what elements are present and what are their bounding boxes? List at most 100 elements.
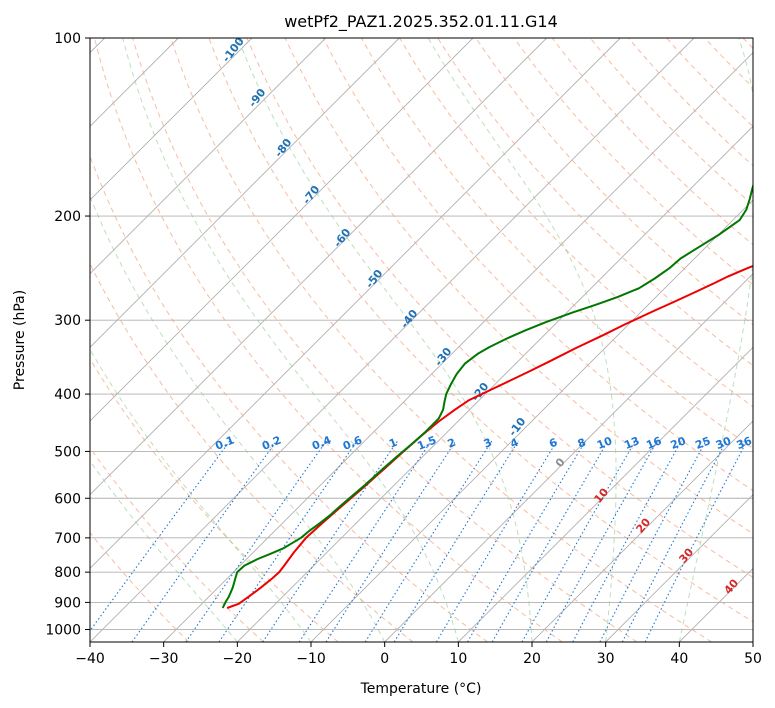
isotherm-line <box>90 38 400 348</box>
y-tick-label: 400 <box>54 387 81 403</box>
x-axis-label: Temperature (°C) <box>360 681 482 697</box>
dry-adiabat-line <box>704 38 753 89</box>
moist-adiabat-labels: 0 10 20 30 40 <box>553 455 742 596</box>
dry-adiabat-line <box>90 154 488 642</box>
mixing-ratio-line <box>644 440 748 642</box>
isotherm-line <box>90 38 253 201</box>
isotherm-line <box>458 346 753 642</box>
mixing-ratio-line <box>364 440 493 642</box>
dry-adiabat-label: -30 <box>432 345 455 369</box>
isotherm-line <box>90 38 695 642</box>
mixing-ratio-label: 1.5 <box>415 433 438 452</box>
moist-adiabat-line <box>427 38 617 642</box>
mixing-ratio-label: 20 <box>669 434 688 452</box>
x-tick-label: 10 <box>449 651 467 667</box>
dewpoint-profile-line <box>221 182 753 609</box>
mixing-ratio-line <box>298 440 432 642</box>
mixing-ratio-line <box>435 440 558 642</box>
moist-adiabat-label: 10 <box>591 485 611 505</box>
moist-adiabat-label: 40 <box>721 576 741 596</box>
mixing-ratio-label: 8 <box>576 436 588 451</box>
x-tick-label: −20 <box>223 651 253 667</box>
dry-adiabat-line <box>208 38 753 623</box>
y-tick-label: 800 <box>54 565 81 581</box>
y-tick-label: 700 <box>54 531 81 547</box>
dry-adiabat-line <box>90 446 264 642</box>
mixing-ratio-label: 30 <box>714 434 733 452</box>
dry-adiabat-label: -80 <box>272 136 295 160</box>
dry-adiabat-line <box>742 38 753 50</box>
dry-adiabat-line <box>132 38 638 642</box>
plot-area: 0.1 0.2 0.4 0.6 1 1.5 2 3 4 6 8 10 13 16 20 25 30 36-100-… <box>90 38 753 642</box>
moist-adiabat-label: 20 <box>633 515 653 535</box>
x-tick-label: 20 <box>523 651 541 667</box>
moist-adiabat-line <box>122 38 459 642</box>
x-tick-label: 0 <box>380 651 389 667</box>
y-tick-label: 1000 <box>45 622 81 638</box>
x-tick-label: −10 <box>296 651 326 667</box>
mixing-ratio-label: 1 <box>387 436 399 451</box>
isotherm-line <box>679 567 753 642</box>
mixing-ratio-lines: 0.1 0.2 0.4 0.6 1 1.5 2 3 4 6 8 10 13 16 20 25 30 36 <box>90 433 753 642</box>
isotherm-line <box>752 641 753 642</box>
dry-adiabat-line <box>90 357 339 642</box>
moist-adiabats <box>90 38 753 642</box>
mixing-ratio-line <box>491 440 609 642</box>
dry-adiabat-line <box>513 38 753 286</box>
mixing-ratio-line <box>185 440 327 642</box>
mixing-ratio-label: 0.2 <box>260 433 283 452</box>
y-tick-label: 200 <box>54 209 81 225</box>
dry-adiabat-label: -10 <box>506 415 529 439</box>
mixing-ratio-line <box>621 440 727 642</box>
isotherm-line <box>384 273 753 642</box>
x-tick-label: 30 <box>597 651 615 667</box>
y-tick-label: 300 <box>54 313 81 329</box>
y-tick-label: 500 <box>54 444 81 460</box>
moist-adiabat-label: 30 <box>676 545 696 565</box>
dry-adiabat-line <box>94 38 563 642</box>
mixing-ratio-label: 13 <box>622 434 641 452</box>
mixing-ratio-line <box>90 440 231 632</box>
mixing-ratio-line <box>545 440 658 642</box>
mixing-ratio-line <box>262 440 399 642</box>
isotherm-line <box>605 494 753 642</box>
isobars <box>90 38 753 630</box>
y-tick-label: 600 <box>54 491 81 507</box>
isotherm-line <box>90 38 474 422</box>
mixing-ratio-line <box>218 440 358 642</box>
chart-title: wetPf2_PAZ1.2025.352.01.11.G14 <box>284 12 558 32</box>
mixing-ratio-label: 2 <box>446 436 458 451</box>
mixing-ratio-label: 10 <box>595 434 614 452</box>
dry-adiabat-label: -60 <box>331 226 354 250</box>
dry-adiabat-line <box>90 531 190 642</box>
plot-frame <box>89 37 754 643</box>
dry-adiabat-label: -70 <box>300 183 323 207</box>
x-tick-label: 40 <box>670 651 688 667</box>
dry-adiabats <box>90 38 753 642</box>
moist-adiabat-line <box>90 348 312 642</box>
mixing-ratio-label: 16 <box>644 434 663 452</box>
dry-adiabat-line <box>170 38 712 642</box>
mixing-ratio-label: 0.6 <box>341 433 364 452</box>
moist-adiabat-line <box>90 459 238 642</box>
x-tick-label: 50 <box>744 651 762 667</box>
dry-adiabat-line <box>399 38 753 408</box>
isotherm-line <box>237 125 753 642</box>
mixing-ratio-label: 25 <box>693 434 712 452</box>
mixing-ratio-label: 0.4 <box>310 433 333 452</box>
x-tick-label: −30 <box>149 651 179 667</box>
moist-adiabat-line <box>90 195 386 642</box>
dry-adiabat-label: -90 <box>246 86 269 110</box>
dry-adiabat-label: -50 <box>363 267 386 291</box>
mixing-ratio-line <box>325 440 457 642</box>
mixing-ratio-line <box>131 440 278 642</box>
dry-adiabat-line <box>90 262 414 642</box>
mixing-ratio-label: 0.1 <box>213 433 236 452</box>
y-axis-label: Pressure (hPa) <box>12 290 28 390</box>
isotherm-line <box>90 38 326 275</box>
dry-adiabat-labels: -100-90-80-70-60-50-40-30-20-10 <box>220 38 529 439</box>
isotherm-line <box>531 420 753 642</box>
dry-adiabat-line <box>437 38 753 367</box>
mixing-ratio-label: 6 <box>547 436 559 451</box>
